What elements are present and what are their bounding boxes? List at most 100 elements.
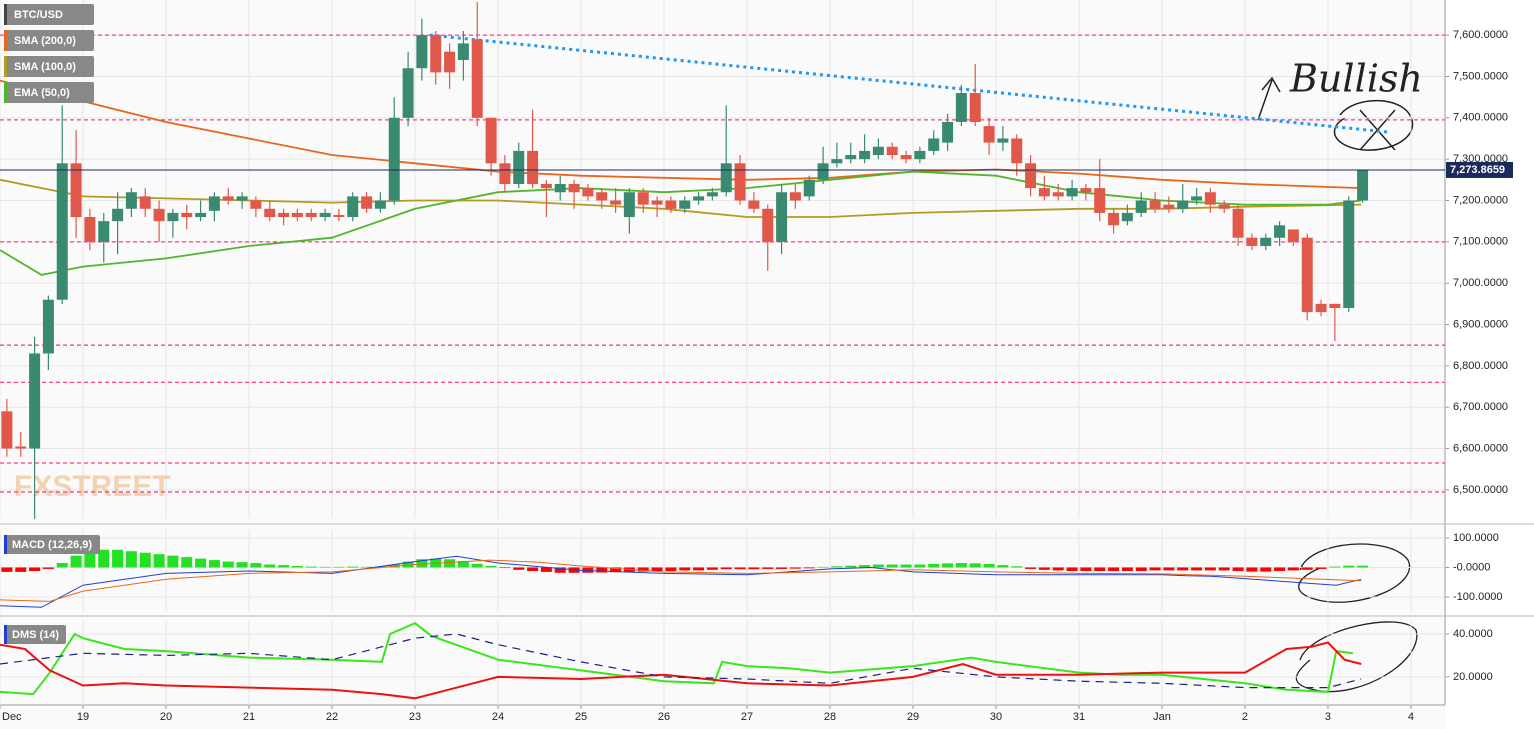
histogram-bar [679,567,691,571]
histogram-bar [610,567,622,573]
panel-title: MACD (12,26,9) [12,539,92,551]
candle-body [15,446,27,449]
candle-body [167,212,179,222]
candle-body [623,192,635,218]
candle-body [485,117,497,164]
histogram-bar [540,567,552,572]
candle-body [1135,200,1147,213]
legend-label: EMA (50,0) [14,87,70,99]
histogram-bar [1204,567,1216,571]
candle-body [181,212,193,218]
histogram-bar [942,563,954,568]
histogram-bar [1135,567,1147,571]
histogram-bar [720,567,732,570]
candle-body [1260,237,1272,246]
candle-body [817,163,829,180]
x-tick-label: 29 [907,711,919,723]
candle-body [997,138,1009,143]
histogram-bar [42,567,54,569]
candle-body [886,146,898,156]
candle-body [540,183,552,189]
histogram-bar [195,558,207,568]
candle-body [762,208,774,242]
histogram-bar [1,567,13,572]
histogram-bar [98,549,110,568]
panel-title: DMS (14) [12,629,59,641]
candle-body [1191,196,1203,201]
x-tick-label: 4 [1408,711,1414,723]
annotation: Bullish [1289,57,1423,101]
candle-body [527,150,539,184]
histogram-bar [1274,567,1286,571]
candle-body [42,299,54,354]
x-tick-label: 2 [1242,711,1248,723]
candle-body [98,221,110,242]
candle-body [859,150,871,160]
histogram-bar [444,559,456,568]
x-tick-label: 28 [824,711,836,723]
legend-swatch [4,4,7,25]
histogram-bar [361,566,373,568]
series-line [0,170,1362,276]
candle-body [444,51,456,73]
histogram-bar [499,567,511,569]
y-tick-label: -100.0000 [1453,591,1503,603]
histogram-bar [637,567,649,572]
legend-box [4,625,66,644]
histogram-bar [15,567,27,572]
histogram-bar [596,567,608,573]
candle-body [789,192,801,201]
candle-body [513,150,525,184]
series-line [0,559,1362,602]
legend-label: SMA (100,0) [14,61,76,73]
histogram-bar [56,563,68,568]
legend-swatch [4,535,7,554]
histogram-bar [693,567,705,571]
candle-body [582,188,594,197]
histogram-bar [1149,567,1161,571]
candle-body [610,200,622,205]
histogram-bar [1191,567,1203,571]
candle-body [928,138,940,151]
watermark: FXSTREET [14,470,171,503]
last-price-box [1446,161,1513,178]
histogram-bar [914,564,926,568]
histogram-bar [347,566,359,568]
histogram-bar [1121,567,1133,571]
candle-body [1315,303,1327,313]
histogram-bar [831,566,843,568]
candle-body [1232,208,1244,238]
candle-body [499,163,511,184]
y-tick-label: 6,600.0000 [1453,442,1508,454]
candle-body [388,117,400,201]
x-tick-label: 30 [990,711,1002,723]
histogram-bar [1246,567,1258,572]
histogram-bar [886,564,898,568]
candle-body [195,212,207,218]
histogram-bar [305,566,317,568]
histogram-bar [1163,567,1175,571]
candle-body [776,192,788,242]
hand-ellipse [1298,543,1411,603]
histogram-bar [236,562,248,568]
y-tick-label: 100.0000 [1453,532,1499,544]
y-tick-label: 7,100.0000 [1453,236,1508,248]
candle-body [471,39,483,118]
candle-body [29,353,41,449]
y-tick-label: 20.0000 [1453,671,1493,683]
candle-body [430,35,442,73]
x-tick-label: 20 [160,711,172,723]
histogram-bar [29,567,41,571]
candle-body [983,126,995,143]
x-tick-label: 31 [1073,711,1085,723]
histogram-bar [471,563,483,568]
series-line [0,178,1362,218]
y-tick-label: -0.0000 [1453,561,1490,573]
x-tick-label: 19 [77,711,89,723]
candle-body [651,200,663,205]
histogram-bar [1218,567,1230,571]
histogram-bar [153,554,165,568]
y-tick-label: 6,500.0000 [1453,484,1508,496]
candle-body [222,196,234,201]
histogram-bar [333,566,345,568]
